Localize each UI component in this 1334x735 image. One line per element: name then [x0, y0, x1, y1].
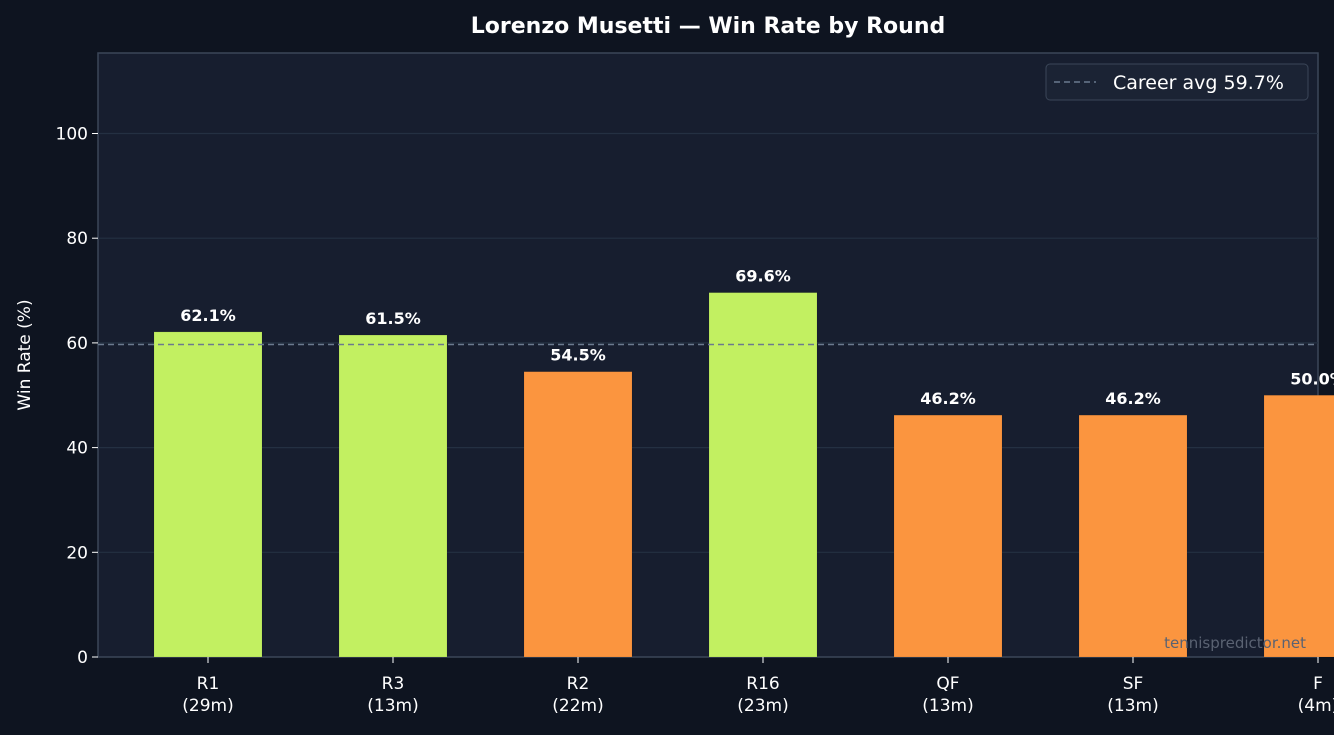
data-label-f: 50.0%	[1290, 369, 1334, 388]
x-tick-label-r3: R3	[382, 674, 405, 694]
x-axis-ticks: R1(29m)R3(13m)R2(22m)R16(23m)QF(13m)SF(1…	[182, 657, 1334, 716]
x-tick-sublabel-r16: (23m)	[737, 696, 788, 716]
x-tick-label-r2: R2	[567, 674, 590, 694]
data-label-r2: 54.5%	[550, 346, 606, 365]
y-tick-label-20: 20	[66, 543, 88, 563]
legend: Career avg 59.7%	[1045, 63, 1309, 101]
bar-r1	[153, 331, 263, 658]
bar-sf	[1078, 414, 1188, 658]
x-tick-sublabel-r1: (29m)	[182, 696, 233, 716]
x-tick-label-r16: R16	[746, 674, 779, 694]
y-tick-label-60: 60	[66, 334, 88, 354]
data-label-r1: 62.1%	[180, 306, 236, 325]
x-tick-label-qf: QF	[936, 674, 959, 694]
x-tick-sublabel-f: (4m)	[1298, 696, 1334, 716]
x-tick-sublabel-r2: (22m)	[552, 696, 603, 716]
y-axis-ticks: 0 20 40 60 80 100	[56, 125, 98, 668]
x-tick-sublabel-sf: (13m)	[1107, 696, 1158, 716]
y-tick-label-0: 0	[77, 648, 88, 668]
x-tick-label-f: F	[1313, 674, 1323, 694]
bar-r16	[708, 292, 818, 658]
bar-f	[1263, 395, 1334, 658]
data-label-sf: 46.2%	[1105, 389, 1161, 408]
chart-title: Lorenzo Musetti — Win Rate by Round	[471, 14, 946, 39]
y-tick-label-100: 100	[56, 125, 88, 145]
y-tick-label-40: 40	[66, 439, 88, 459]
y-tick-label-80: 80	[66, 229, 88, 249]
bar-r3	[338, 334, 448, 658]
y-axis-label: Win Rate (%)	[15, 299, 35, 410]
bar-r2	[523, 371, 633, 658]
x-tick-sublabel-qf: (13m)	[922, 696, 973, 716]
x-tick-sublabel-r3: (13m)	[367, 696, 418, 716]
legend-box	[1045, 63, 1309, 101]
data-label-r16: 69.6%	[735, 267, 791, 286]
x-tick-label-sf: SF	[1123, 674, 1144, 694]
data-labels: 62.1% 61.5% 54.5% 69.6% 46.2% 46.2% 50.0%	[180, 267, 1334, 408]
watermark: tennispredictor.net	[1164, 634, 1306, 652]
bars	[153, 292, 1334, 658]
data-label-qf: 46.2%	[920, 389, 976, 408]
bar-qf	[893, 414, 1003, 658]
legend-label: Career avg 59.7%	[1113, 72, 1284, 94]
x-tick-label-r1: R1	[197, 674, 220, 694]
data-label-r3: 61.5%	[365, 309, 421, 328]
